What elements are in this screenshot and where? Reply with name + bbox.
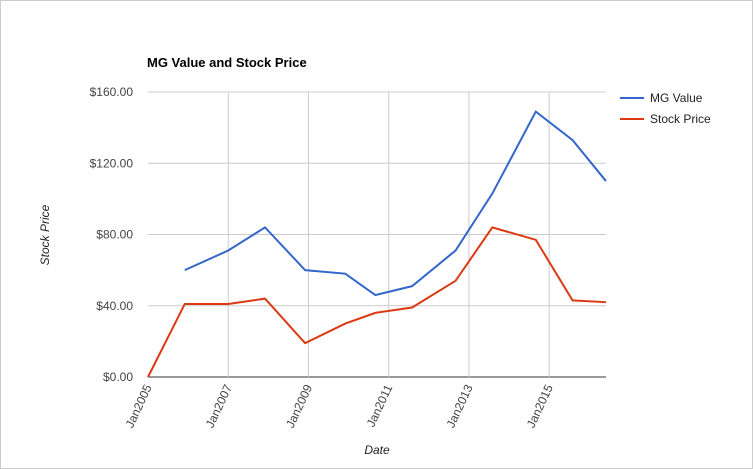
y-tick-label: $120.00	[90, 156, 134, 170]
y-tick-label: $40.00	[96, 299, 133, 313]
chart-title: MG Value and Stock Price	[147, 55, 307, 70]
line-series	[147, 226, 607, 378]
legend-label: Stock Price	[650, 112, 711, 126]
line-series	[184, 110, 607, 297]
y-tick-label: $80.00	[96, 228, 133, 242]
y-axis-label: Stock Price	[38, 204, 52, 265]
x-axis-label: Date	[364, 443, 390, 457]
legend-label: MG Value	[650, 91, 703, 105]
y-tick-label: $0.00	[103, 370, 133, 384]
y-tick-label: $160.00	[90, 85, 134, 99]
